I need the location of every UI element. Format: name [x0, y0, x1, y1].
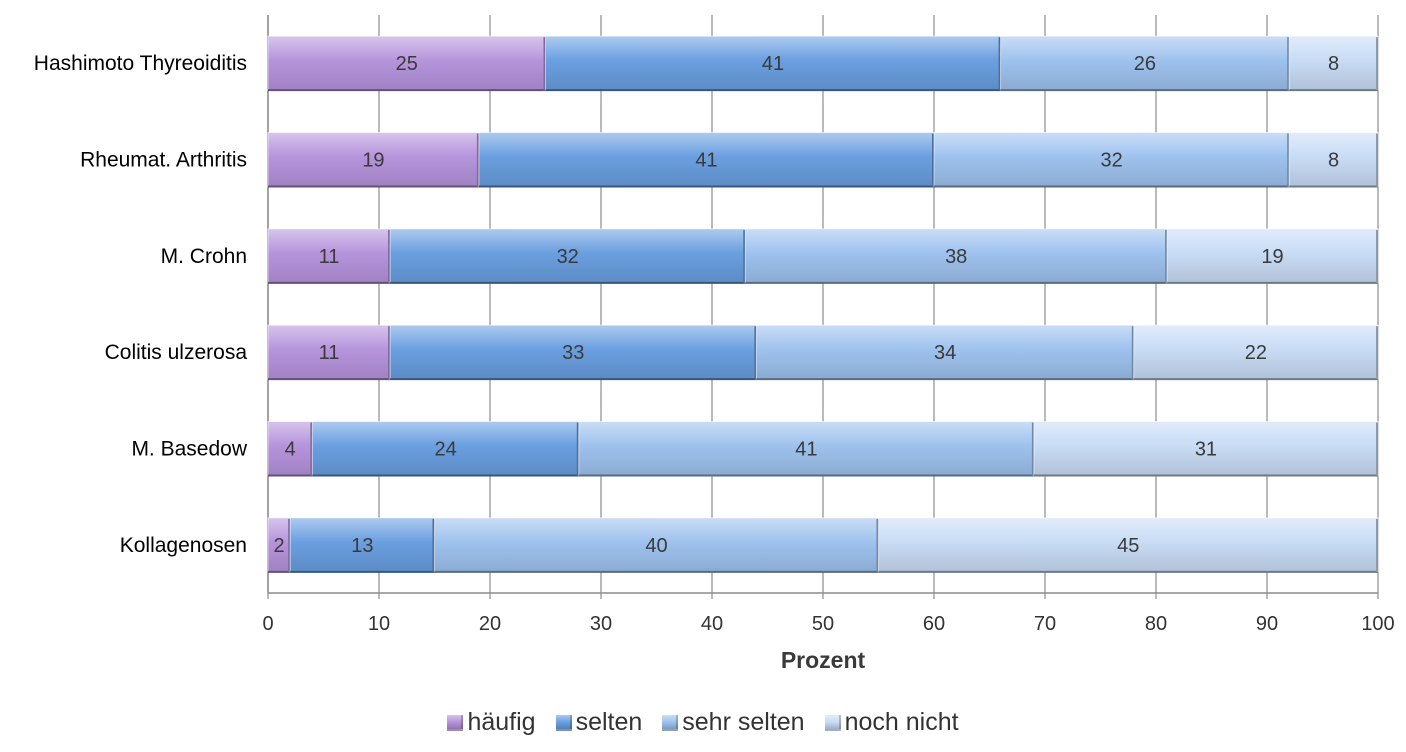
x-tick-label: 20: [479, 613, 501, 635]
data-label: 8: [1328, 53, 1339, 75]
bar-segment: [933, 132, 1290, 187]
category-label: M. Basedow: [131, 438, 247, 461]
data-label: 11: [319, 246, 340, 268]
data-label: 26: [1134, 53, 1156, 75]
data-label: 32: [1100, 150, 1122, 172]
category-label: Rheumat. Arthritis: [80, 149, 247, 172]
legend-item: häufig: [447, 708, 536, 737]
x-tick-label: 60: [923, 613, 945, 635]
bar-segment: [267, 421, 313, 476]
data-label: 33: [562, 342, 584, 364]
bar-segment: [1288, 132, 1379, 187]
bar-segment: [267, 324, 391, 380]
x-tick-label: 0: [262, 613, 273, 635]
bar-segment: [289, 517, 436, 573]
category-label: Hashimoto Thyreoiditis: [34, 52, 247, 75]
data-label: 24: [434, 439, 456, 461]
data-label: 2: [274, 535, 285, 557]
data-label: 40: [645, 535, 667, 557]
data-label: 4: [285, 439, 296, 461]
legend-label: häufig: [467, 708, 536, 736]
x-tick-label: 80: [1145, 613, 1167, 635]
legend-swatch: [555, 714, 572, 731]
data-label: 38: [945, 246, 967, 268]
data-label: 32: [557, 246, 579, 268]
category-label: Colitis ulzerosa: [105, 341, 248, 364]
data-label: 41: [762, 53, 784, 75]
x-axis-title: Prozent: [781, 647, 866, 673]
data-label: 41: [695, 150, 717, 172]
x-tick-label: 100: [1361, 613, 1394, 635]
x-tick-label: 50: [812, 613, 834, 635]
data-label: 19: [362, 150, 384, 172]
x-axis-ticks: 0 10 20 30 40 50 60 70 80 90 100: [262, 613, 1394, 635]
category-labels: Hashimoto Thyreoiditis Rheumat. Arthritis…: [34, 52, 248, 557]
legend-label: noch nicht: [844, 708, 959, 736]
legend-label: sehr selten: [682, 708, 805, 736]
bar-segment: [267, 228, 391, 284]
data-label: 19: [1261, 246, 1283, 268]
bar-segment: [545, 35, 1002, 91]
bar-segment: [1133, 324, 1379, 380]
gridlines: [267, 15, 1379, 599]
bar-segment: [389, 228, 746, 284]
bar-segment: [267, 132, 480, 187]
data-label: 8: [1328, 150, 1339, 172]
bar-segment: [478, 132, 935, 187]
stacked-bar-chart: 25 41 26 8 19 41 32 8 11 32 38 19 11 33 34 22 4 24 41 31 2 13…: [34, 15, 1395, 673]
legend-item: selten: [555, 708, 643, 737]
data-label: 25: [396, 53, 418, 75]
bar-segment: [1166, 228, 1379, 284]
x-tick-label: 40: [701, 613, 723, 635]
data-label: 11: [319, 342, 340, 364]
category-label: M. Crohn: [161, 245, 247, 268]
data-label: 31: [1195, 439, 1217, 461]
x-tick-label: 10: [368, 613, 390, 635]
legend-item: noch nicht: [824, 708, 959, 737]
bar-segment: [744, 228, 1168, 284]
legend-swatch: [447, 714, 464, 731]
category-label: Kollagenosen: [120, 534, 247, 557]
bar-segment: [1000, 35, 1290, 91]
legend-label: selten: [575, 708, 643, 736]
legend-swatch: [662, 714, 679, 731]
x-tick-label: 90: [1256, 613, 1278, 635]
data-label: 41: [795, 439, 817, 461]
x-tick-label: 70: [1034, 613, 1056, 635]
data-label: 34: [934, 342, 956, 364]
bar-segment: [755, 324, 1135, 380]
legend-item: sehr selten: [662, 708, 805, 737]
bars: 25 41 26 8 19 41 32 8 11 32 38 19 11 33 34 22 4 24 41 31 2 13…: [267, 35, 1379, 573]
bar-segment: [389, 324, 757, 380]
data-label: 22: [1245, 342, 1267, 364]
bar-segment: [311, 421, 580, 476]
x-tick-label: 30: [590, 613, 612, 635]
legend-swatch: [824, 714, 841, 731]
data-label: 45: [1117, 535, 1139, 557]
bar-segment: [1288, 35, 1379, 91]
bar-segment: [267, 35, 546, 91]
legend: häufig selten sehr selten noch nicht: [0, 708, 1406, 737]
data-label: 13: [351, 535, 373, 557]
